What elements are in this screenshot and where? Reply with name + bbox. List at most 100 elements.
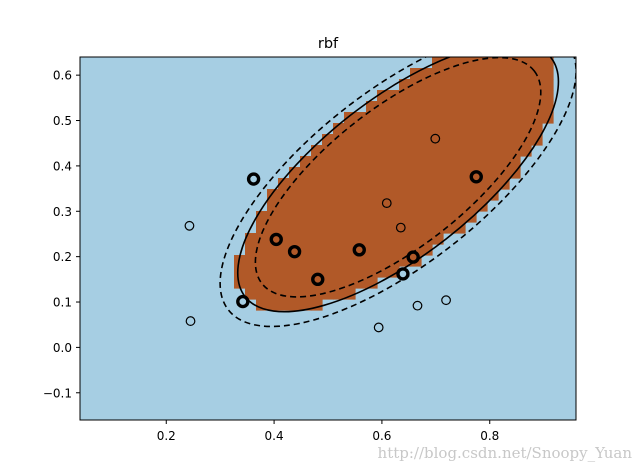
region-cell	[487, 112, 499, 124]
region-cell	[421, 145, 433, 157]
region-cell	[355, 277, 367, 289]
region-cell	[520, 123, 532, 135]
region-cell	[366, 112, 378, 124]
region-cell	[388, 123, 400, 135]
region-cell	[366, 244, 378, 256]
region-cell	[322, 189, 334, 201]
region-cell	[355, 156, 367, 168]
region-cell	[333, 266, 345, 278]
region-cell	[322, 134, 334, 146]
region-cell	[388, 222, 400, 234]
region-cell	[509, 156, 521, 168]
region-cell	[454, 79, 466, 91]
region-cell	[234, 266, 246, 278]
region-cell	[300, 244, 312, 256]
region-cell	[377, 233, 389, 245]
region-cell	[487, 167, 499, 179]
region-cell	[256, 211, 268, 223]
region-cell	[322, 167, 334, 179]
region-cell	[410, 189, 422, 201]
region-cell	[487, 68, 499, 80]
region-cell	[465, 123, 477, 135]
region-cell	[344, 288, 356, 300]
region-cell	[465, 101, 477, 113]
region-cell	[487, 134, 499, 146]
region-cell	[399, 211, 411, 223]
region-cell	[366, 277, 378, 289]
region-cell	[289, 255, 301, 267]
region-cell	[476, 156, 488, 168]
region-cell	[289, 211, 301, 223]
region-cell	[410, 123, 422, 135]
region-cell	[432, 79, 444, 91]
region-cell	[465, 156, 477, 168]
data-point	[185, 316, 196, 326]
region-cell	[388, 189, 400, 201]
region-cell	[443, 222, 455, 234]
region-cell	[355, 145, 367, 157]
region-cell	[454, 167, 466, 179]
region-cell	[333, 189, 345, 201]
region-cell	[432, 178, 444, 190]
region-cell	[410, 79, 422, 91]
region-cell	[542, 112, 554, 124]
region-cell	[366, 123, 378, 135]
positive-decision-region	[234, 57, 554, 311]
region-cell	[498, 156, 510, 168]
region-cell	[267, 222, 279, 234]
region-cell	[256, 233, 268, 245]
region-cell	[443, 123, 455, 135]
region-cell	[498, 145, 510, 157]
region-cell	[388, 266, 400, 278]
region-cell	[509, 123, 521, 135]
region-cell	[520, 79, 532, 91]
region-cell	[432, 222, 444, 234]
region-cell	[476, 57, 488, 69]
region-cell	[465, 79, 477, 91]
region-cell	[432, 167, 444, 179]
region-cell	[355, 189, 367, 201]
region-cell	[443, 101, 455, 113]
region-cell	[410, 112, 422, 124]
region-cell	[432, 233, 444, 245]
region-cell	[487, 156, 499, 168]
region-cell	[421, 101, 433, 113]
region-cell	[366, 167, 378, 179]
region-cell	[344, 145, 356, 157]
region-cell	[421, 90, 433, 102]
region-cell	[344, 134, 356, 146]
region-cell	[476, 68, 488, 80]
region-cell	[432, 134, 444, 146]
region-cell	[333, 233, 345, 245]
region-cell	[278, 178, 290, 190]
region-cell	[300, 189, 312, 201]
data-points	[184, 133, 483, 333]
region-cell	[443, 211, 455, 223]
region-cell	[366, 266, 378, 278]
region-cell	[300, 266, 312, 278]
region-cell	[432, 211, 444, 223]
region-cell	[388, 244, 400, 256]
region-cell	[399, 244, 411, 256]
region-cell	[421, 167, 433, 179]
region-cell	[278, 233, 290, 245]
region-cell	[366, 178, 378, 190]
region-cell	[311, 299, 323, 311]
region-cell	[476, 145, 488, 157]
region-cell	[245, 233, 257, 245]
region-cell	[432, 112, 444, 124]
region-cell	[377, 178, 389, 190]
region-cell	[377, 123, 389, 135]
region-cell	[443, 112, 455, 124]
data-point	[395, 222, 406, 233]
region-cell	[399, 90, 411, 102]
region-cell	[465, 112, 477, 124]
region-cell	[333, 288, 345, 300]
region-cell	[355, 178, 367, 190]
region-cell	[465, 178, 477, 190]
region-cell	[278, 266, 290, 278]
region-cell	[267, 299, 279, 311]
region-cell	[487, 79, 499, 91]
region-cell	[465, 57, 477, 69]
support-vector-point	[287, 244, 302, 259]
